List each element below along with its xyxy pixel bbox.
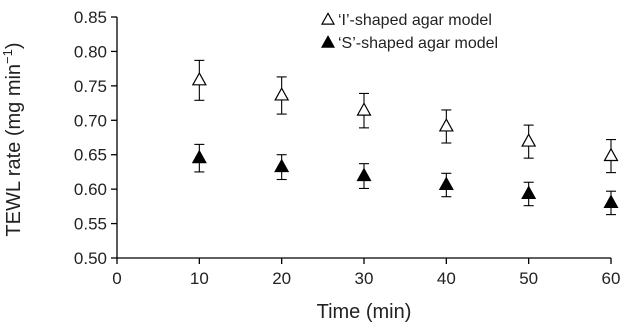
data-point-open-triangle — [521, 133, 537, 147]
data-point-filled-triangle — [274, 158, 290, 173]
axes — [116, 17, 611, 259]
y-axis-title-main: TEWL rate (mg min — [3, 64, 25, 237]
data-point-filled-triangle — [603, 194, 619, 208]
y-tick-label: 0.75 — [74, 77, 107, 96]
y-axis-title-close: ) — [3, 42, 25, 49]
x-tick-label: 40 — [437, 269, 456, 288]
data-point-open-triangle — [191, 71, 207, 86]
y-tick-label: 0.50 — [74, 249, 107, 268]
x-tick-label: 10 — [190, 269, 209, 288]
data-point-filled-triangle — [191, 149, 207, 164]
data-point-filled-triangle — [356, 167, 372, 182]
x-ticks: 0 10 20 30 40 50 60 — [112, 258, 620, 288]
x-tick-label: 30 — [355, 269, 374, 288]
data-point-open-triangle — [438, 117, 454, 132]
data-point-open-triangle — [603, 147, 619, 162]
legend-item-s-shaped: ‘S’-shaped agar model — [320, 35, 498, 52]
y-tick-label: 0.60 — [74, 180, 107, 199]
y-tick-label: 0.80 — [74, 42, 107, 61]
y-tick-label: 0.70 — [74, 111, 107, 130]
data-point-filled-triangle — [438, 176, 454, 191]
x-tick-label: 0 — [112, 269, 121, 288]
y-axis-title: TEWL rate (mg min−1) — [0, 42, 25, 236]
legend: ‘I’-shaped agar model ‘S’-shaped agar mo… — [320, 12, 498, 52]
x-axis-title: Time (min) — [317, 301, 412, 323]
data-point-open-triangle — [356, 102, 372, 116]
series-s-shaped — [191, 143, 619, 216]
y-axis-title-superscript: −1 — [0, 49, 15, 64]
legend-item-i-shaped: ‘I’-shaped agar model — [320, 12, 492, 29]
data-point-filled-triangle — [521, 185, 537, 200]
series-layer — [191, 59, 619, 216]
x-tick-label: 20 — [272, 269, 291, 288]
y-tick-label: 0.85 — [74, 8, 107, 27]
x-tick-label: 50 — [519, 269, 538, 288]
legend-filled-triangle-icon — [320, 35, 336, 48]
x-tick-label: 60 — [602, 269, 621, 288]
legend-label-i-shaped: ‘I’-shaped agar model — [338, 12, 492, 29]
y-ticks: 0.50 0.55 0.60 0.65 0.70 0.75 0.80 0.85 — [74, 8, 117, 268]
legend-label-s-shaped: ‘S’-shaped agar model — [338, 35, 498, 52]
series-i-shaped — [191, 59, 619, 174]
y-tick-label: 0.55 — [74, 215, 107, 234]
data-point-open-triangle — [274, 87, 290, 101]
y-tick-label: 0.65 — [74, 146, 107, 165]
legend-open-triangle-icon — [320, 12, 336, 25]
